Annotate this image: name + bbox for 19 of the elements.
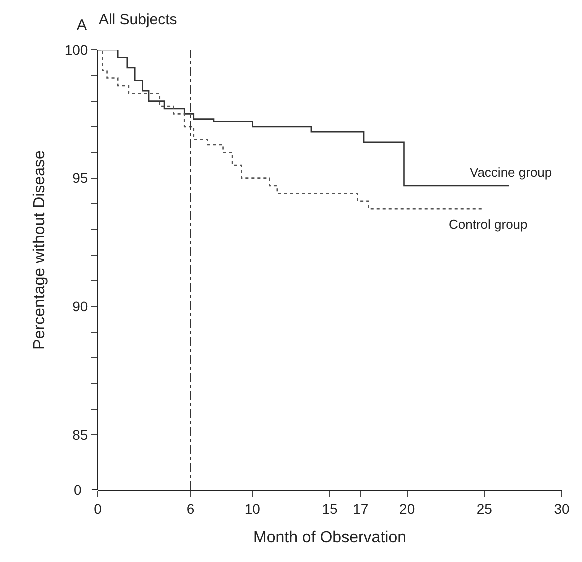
x-tick-label: 30	[554, 500, 570, 517]
x-tick-label: 6	[186, 500, 195, 517]
chart-title: All Subjects	[98, 12, 178, 29]
text: A	[77, 17, 88, 34]
x-tick-label: 20	[400, 500, 416, 517]
y-tick-label: 100	[64, 42, 88, 58]
y-tick-label: 95	[72, 170, 88, 186]
x-tick-label: 25	[476, 500, 493, 517]
text: 0	[74, 482, 82, 498]
x-tick-label: 0	[94, 500, 102, 517]
x-tick-label: 10	[244, 500, 261, 517]
series-label: Vaccine group	[470, 165, 552, 180]
x-axis-title: Month of Observation	[254, 530, 406, 546]
y-axis-title: Percentage without Disease	[32, 150, 49, 350]
y-tick-label: 85	[72, 426, 88, 443]
x-tick-label: 15	[322, 500, 338, 517]
y-tick-label: 90	[72, 298, 88, 315]
series-label: Control group	[449, 217, 528, 232]
x-tick-label: 17	[353, 500, 369, 517]
